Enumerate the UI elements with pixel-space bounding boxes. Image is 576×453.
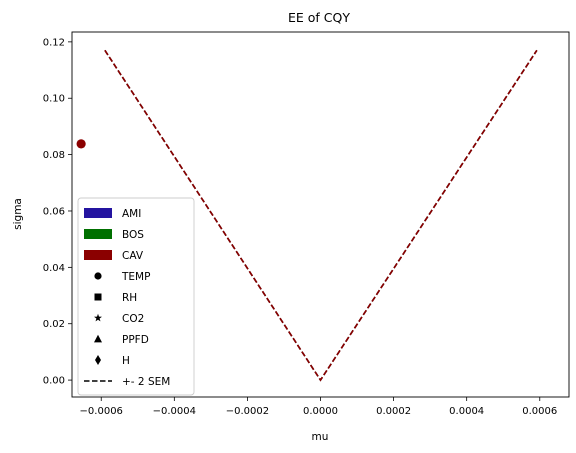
y-tick-label: 0.02 (43, 319, 65, 330)
y-tick-label: 0.06 (43, 206, 65, 217)
x-tick-label: 0.0004 (449, 406, 484, 417)
x-tick-label: 0.0006 (522, 406, 557, 417)
x-tick-label: −0.0004 (153, 406, 196, 417)
legend-label: RH (122, 292, 137, 304)
legend-box (77, 197, 195, 396)
y-axis-label: sigma (12, 198, 24, 230)
y-tick-label: 0.04 (43, 263, 65, 274)
legend-label: +- 2 SEM (122, 376, 170, 388)
x-axis-label: mu (312, 431, 329, 443)
legend-label: PPFD (122, 334, 149, 346)
x-tick-label: 0.0002 (376, 406, 411, 417)
legend-label: AMI (122, 208, 141, 220)
x-tick-label: 0.0000 (303, 406, 338, 417)
data-point-0 (76, 139, 86, 149)
legend-marker-diamond (95, 355, 101, 365)
legend: AMI BOS CAV TEMP RH CO2 PPFD H +- 2 SEM (77, 197, 195, 396)
chart-title: EE of CQY (288, 10, 350, 25)
legend-marker-circle (94, 272, 102, 280)
y-tick-label: 0.00 (43, 376, 65, 387)
x-tick-label: −0.0006 (80, 406, 123, 417)
y-tick-label: 0.12 (43, 37, 65, 48)
legend-patch-ami (84, 208, 112, 218)
legend-label: H (122, 355, 130, 367)
y-tick-label: 0.08 (43, 150, 65, 161)
plot-frame (71, 31, 570, 398)
legend-marker-star (94, 313, 102, 322)
legend-label: BOS (122, 229, 144, 241)
legend-label: CAV (122, 250, 144, 262)
plot-area (76, 49, 538, 382)
legend-label: TEMP (121, 271, 150, 283)
legend-marker-triangle (94, 334, 102, 343)
legend-marker-square (94, 293, 102, 301)
x-tick-label: −0.0002 (226, 406, 269, 417)
y-tick-label: 0.10 (43, 94, 65, 105)
legend-label: CO2 (122, 313, 144, 325)
legend-patch-bos (84, 229, 112, 239)
legend-patch-cav (84, 250, 112, 260)
series-line-1 (104, 49, 538, 382)
ticks: −0.0006 −0.0004 −0.0002 0.0000 0.0002 0.0004 0… (43, 37, 558, 417)
